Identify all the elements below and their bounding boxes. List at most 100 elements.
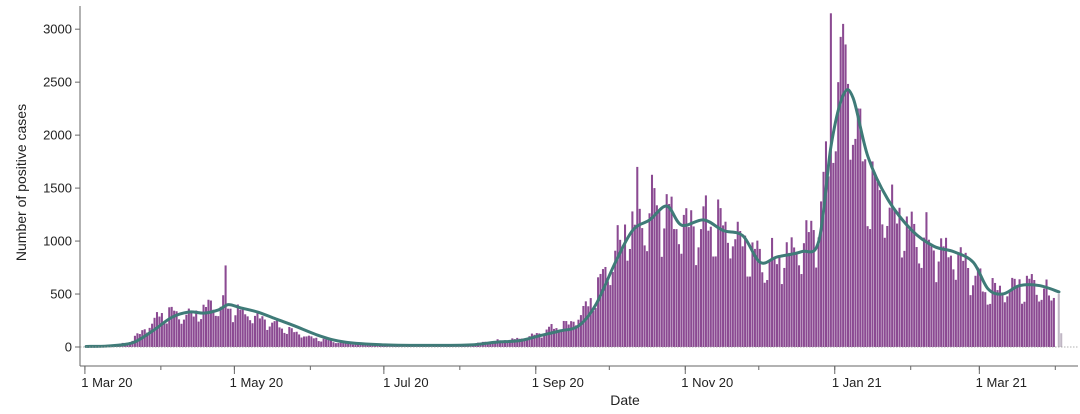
y-tick-label: 1000 (43, 234, 72, 249)
daily-bar-2020-09-25 (594, 307, 597, 347)
daily-bar-2020-06-03 (315, 337, 318, 347)
daily-bar-2020-06-09 (329, 340, 332, 347)
daily-bar-2020-08-23 (513, 339, 516, 347)
daily-bar-2021-01-07 (849, 159, 852, 347)
daily-bar-2021-02-10 (932, 250, 935, 347)
daily-bar-2021-03-27 (1043, 288, 1046, 347)
daily-bar-2020-12-28 (824, 141, 827, 347)
daily-bar-2021-01-21 (883, 237, 886, 347)
daily-bar-2020-08-15 (494, 341, 497, 347)
y-tick-label: 3000 (43, 22, 72, 37)
daily-bar-2021-03-28 (1045, 279, 1048, 347)
daily-bar-2020-05-23 (288, 327, 291, 347)
daily-bar-2020-12-11 (783, 267, 786, 347)
daily-bar-2021-01-10 (856, 108, 859, 347)
daily-bar-2020-03-28 (151, 323, 154, 347)
daily-bar-2021-01-05 (844, 44, 847, 348)
daily-bar-2021-03-10 (1001, 294, 1004, 347)
daily-bar-2020-06-19 (354, 344, 357, 347)
daily-bar-2020-06-25 (369, 344, 372, 347)
daily-bar-2020-10-07 (624, 224, 627, 347)
daily-bar-2020-04-21 (209, 300, 212, 347)
daily-bar-2020-10-11 (633, 224, 636, 347)
daily-bar-2020-04-23 (214, 315, 217, 347)
daily-bar-2021-02-13 (940, 238, 943, 347)
daily-bar-2020-12-22 (810, 220, 813, 347)
daily-bar-2021-02-06 (922, 237, 926, 347)
daily-bar-2020-11-23 (739, 230, 742, 347)
daily-bar-2020-05-31 (307, 335, 310, 347)
daily-bar-2020-09-17 (575, 325, 578, 347)
daily-bar-2020-09-28 (601, 269, 605, 347)
daily-bar-2021-01-11 (859, 108, 862, 347)
daily-bar-2020-10-09 (628, 248, 631, 347)
daily-bar-2021-02-21 (959, 247, 962, 347)
daily-bar-2020-10-16 (646, 251, 649, 347)
daily-bar-2021-01-17 (873, 172, 877, 347)
daily-bar-2021-03-17 (1018, 279, 1021, 347)
daily-bar-2020-10-26 (670, 196, 673, 347)
daily-bar-2020-08-14 (491, 342, 494, 347)
daily-bar-2020-04-19 (204, 306, 208, 347)
daily-bar-2021-02-08 (927, 239, 930, 347)
daily-bar-2020-12-17 (798, 265, 801, 347)
daily-bar-2020-04-03 (165, 323, 168, 347)
daily-bar-2020-06-26 (371, 345, 374, 347)
daily-bar-2021-03-30 (1050, 300, 1053, 347)
daily-bar-2020-10-28 (675, 229, 678, 347)
daily-bar-2020-05-30 (305, 336, 308, 347)
daily-bar-2020-10-30 (680, 253, 683, 347)
daily-bar-2020-12-24 (815, 267, 818, 347)
daily-bar-2020-10-01 (609, 285, 612, 347)
y-tick-label: 1500 (43, 181, 72, 196)
daily-bar-2021-03-09 (998, 285, 1001, 347)
daily-bar-2020-09-06 (548, 326, 551, 347)
daily-bar-2020-03-26 (146, 332, 149, 347)
daily-bar-2020-04-15 (195, 310, 198, 347)
daily-bar-2021-03-29 (1047, 295, 1050, 347)
daily-bar-2020-10-02 (611, 271, 614, 347)
daily-bar-2020-08-25 (518, 338, 521, 347)
daily-bar-2020-04-20 (207, 299, 210, 347)
daily-bar-2020-11-13 (714, 256, 717, 347)
daily-bar-2021-03-19 (1023, 301, 1026, 347)
daily-bar-2021-02-26 (971, 285, 975, 347)
daily-bar-2020-08-13 (489, 343, 492, 347)
x-tick-label: 1 Jul 20 (383, 375, 429, 390)
daily-bar-2020-11-22 (736, 221, 739, 347)
daily-bar-2020-06-20 (356, 343, 359, 347)
daily-bar-2021-01-23 (888, 207, 891, 347)
daily-bar-2020-11-29 (753, 248, 756, 347)
daily-bar-2021-01-03 (839, 36, 842, 347)
daily-bar-2020-05-10 (256, 312, 259, 347)
daily-bar-2020-05-22 (285, 333, 288, 347)
daily-bar-2020-05-04 (241, 307, 244, 347)
daily-bar-2020-10-24 (665, 194, 668, 347)
daily-bar-2020-05-09 (253, 315, 257, 347)
daily-bar-2020-09-08 (552, 328, 555, 347)
daily-bar-2020-09-09 (555, 328, 558, 347)
x-tick-label: 1 Jan 21 (832, 375, 882, 390)
daily-bar-2020-12-30 (829, 13, 832, 348)
daily-bar-2021-01-24 (891, 184, 894, 347)
daily-bar-2020-06-10 (332, 342, 335, 347)
daily-bar-2020-04-05 (170, 306, 173, 347)
daily-bar-2021-03-24 (1035, 294, 1038, 347)
daily-bar-2020-11-18 (726, 242, 729, 347)
daily-bar-2020-11-28 (751, 242, 754, 347)
x-tick-label: 1 Nov 20 (681, 375, 733, 390)
daily-bar-2021-02-19 (954, 279, 957, 347)
y-tick-label: 500 (50, 287, 72, 302)
daily-bar-2020-11-08 (702, 206, 705, 347)
daily-bar-2020-08-30 (530, 333, 533, 347)
daily-bar-2021-03-23 (1033, 280, 1036, 347)
daily-bar-2020-09-13 (565, 321, 568, 347)
daily-bar-2020-11-15 (719, 208, 722, 347)
daily-bar-2020-12-23 (812, 230, 815, 347)
daily-bar-2020-10-31 (682, 214, 685, 347)
daily-bar-2020-10-10 (631, 211, 634, 347)
daily-bar-2020-06-21 (359, 344, 362, 347)
daily-bar-2020-11-11 (709, 226, 712, 347)
daily-bar-2021-01-25 (893, 210, 896, 347)
